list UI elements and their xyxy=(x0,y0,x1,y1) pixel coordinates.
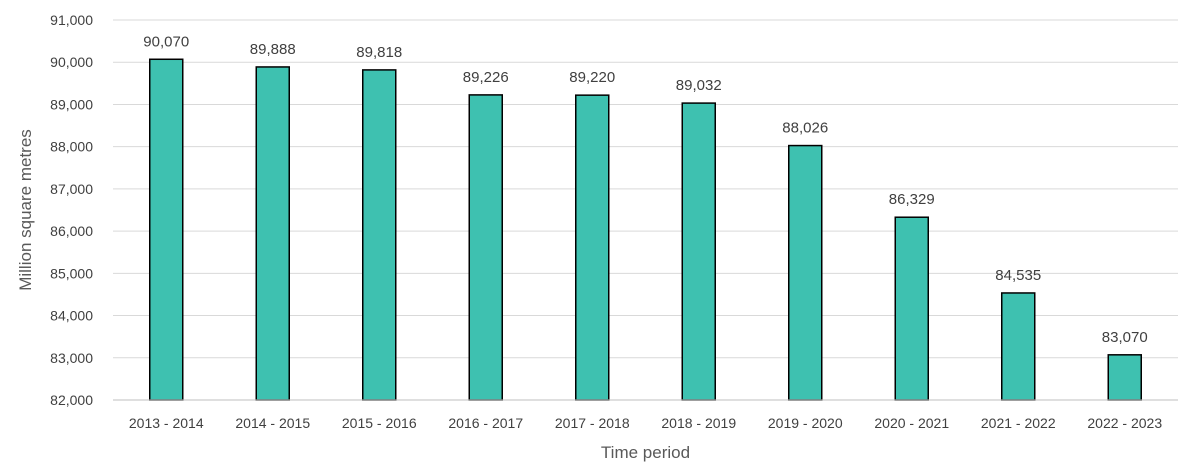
bar xyxy=(575,94,610,401)
bar xyxy=(362,69,397,401)
data-label: 83,070 xyxy=(1102,329,1148,346)
bar xyxy=(788,144,823,401)
bar xyxy=(1107,354,1142,401)
x-axis-ticks: 2013 - 2014 2014 - 2015 2015 - 2016 2016 - … xyxy=(129,415,1162,431)
bar xyxy=(468,94,503,401)
y-tick-label: 85,000 xyxy=(50,265,93,281)
data-label: 89,888 xyxy=(250,41,296,58)
y-tick-label: 89,000 xyxy=(50,96,93,112)
y-tick-label: 84,000 xyxy=(50,308,93,324)
y-tick-label: 91,000 xyxy=(50,12,93,28)
data-label: 89,818 xyxy=(356,44,402,61)
bar xyxy=(255,66,290,401)
y-tick-label: 88,000 xyxy=(50,139,93,155)
bars xyxy=(149,58,1142,401)
x-tick-label: 2018 - 2019 xyxy=(661,415,736,431)
data-labels: 90,070 89,888 89,818 89,226 89,220 89,032 88,0… xyxy=(143,33,1147,346)
data-label: 86,329 xyxy=(889,191,935,208)
data-label: 89,220 xyxy=(569,69,615,86)
x-tick-label: 2014 - 2015 xyxy=(235,415,310,431)
x-tick-label: 2016 - 2017 xyxy=(448,415,523,431)
bar xyxy=(1001,292,1036,401)
x-tick-label: 2019 - 2020 xyxy=(768,415,843,431)
y-axis-ticks: 82,000 83,000 84,000 85,000 86,000 87,000 88,0… xyxy=(50,12,93,408)
data-label: 89,032 xyxy=(676,77,722,94)
data-label: 89,226 xyxy=(463,69,509,86)
x-tick-label: 2017 - 2018 xyxy=(555,415,630,431)
y-axis-title: Million square metres xyxy=(16,129,35,291)
bar xyxy=(681,102,716,401)
x-tick-label: 2021 - 2022 xyxy=(981,415,1056,431)
y-tick-label: 90,000 xyxy=(50,54,93,70)
x-tick-label: 2015 - 2016 xyxy=(342,415,417,431)
x-tick-label: 2013 - 2014 xyxy=(129,415,204,431)
x-tick-label: 2022 - 2023 xyxy=(1087,415,1162,431)
y-tick-label: 83,000 xyxy=(50,350,93,366)
bar xyxy=(894,216,929,401)
x-tick-label: 2020 - 2021 xyxy=(874,415,949,431)
data-label: 88,026 xyxy=(782,120,828,137)
data-label: 90,070 xyxy=(143,33,189,50)
gridlines xyxy=(113,19,1178,359)
y-tick-label: 82,000 xyxy=(50,392,93,408)
bar xyxy=(149,58,184,401)
y-tick-label: 86,000 xyxy=(50,223,93,239)
y-tick-label: 87,000 xyxy=(50,181,93,197)
x-axis-title: Time period xyxy=(601,443,690,462)
data-label: 84,535 xyxy=(995,267,1041,284)
